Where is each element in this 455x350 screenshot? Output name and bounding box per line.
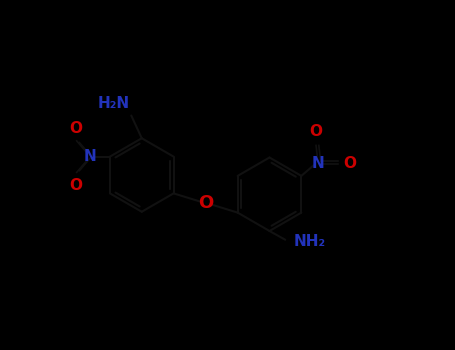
Text: O: O <box>344 156 356 171</box>
Text: O: O <box>198 194 213 212</box>
Text: H₂N: H₂N <box>97 96 130 111</box>
Text: O: O <box>309 124 322 139</box>
Text: N: N <box>84 149 96 164</box>
Text: N: N <box>311 156 324 171</box>
Text: NH₂: NH₂ <box>294 234 326 249</box>
Text: O: O <box>69 178 82 193</box>
Text: O: O <box>69 121 82 135</box>
